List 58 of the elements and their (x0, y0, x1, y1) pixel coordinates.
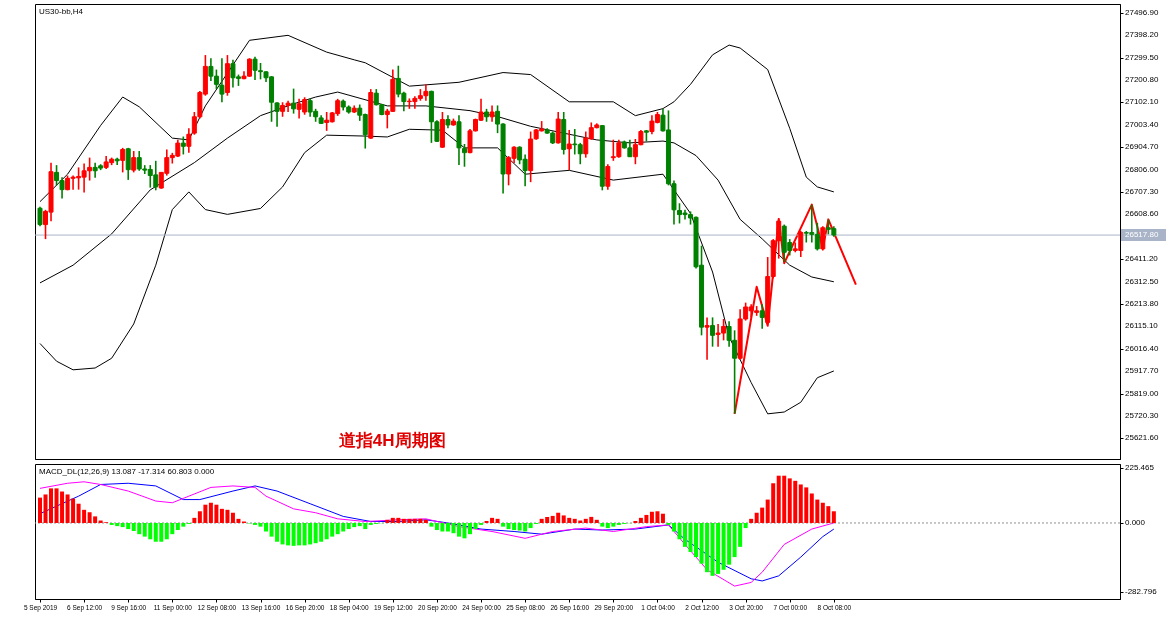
y-tick-label: 0.000 (1125, 517, 1146, 527)
y-tick-label: 26213.80 (1125, 299, 1159, 309)
candlestick (131, 150, 137, 174)
bar (385, 519, 390, 523)
candlestick (125, 147, 131, 181)
candlestick (219, 57, 225, 104)
bar (429, 522, 434, 527)
candlestick (291, 87, 297, 115)
candlestick (710, 316, 716, 348)
text: US30-bb,H4 (39, 7, 84, 16)
bar (468, 522, 472, 535)
bar (501, 522, 506, 527)
bar (594, 519, 599, 523)
y-tick-label: 27200.80 (1125, 75, 1159, 85)
y-tick-label: 27299.50 (1125, 52, 1159, 62)
y-tick-label: 26411.20 (1125, 254, 1159, 264)
y-tick-label: 26016.40 (1125, 343, 1159, 353)
y-tick-label: 25917.70 (1125, 366, 1159, 376)
candlestick (820, 225, 826, 252)
y-tick-label: 27102.10 (1125, 97, 1159, 107)
y-tick-label: 25621.60 (1125, 433, 1159, 443)
y-tick-label: -282.796 (1125, 586, 1158, 596)
line-series (39, 34, 835, 203)
candlestick (704, 316, 710, 361)
line-series (733, 203, 857, 415)
y-tick-label: 26115.10 (1125, 321, 1159, 331)
bar (831, 511, 836, 523)
bar (743, 522, 748, 529)
y-tick-label: 25819.00 (1125, 388, 1159, 398)
bar (749, 518, 754, 523)
bar (683, 522, 687, 547)
bar (423, 519, 428, 523)
candlestick (566, 129, 572, 171)
bar (660, 513, 665, 523)
bar (495, 518, 500, 523)
y-tick-label: 26608.60 (1125, 209, 1159, 219)
candlestick (759, 303, 765, 330)
ref-line-label: 26517.80 (1125, 230, 1159, 240)
y-tick-label: 26312.50 (1125, 276, 1159, 286)
annotation: 道指4H周期图 (338, 431, 446, 450)
candlestick (37, 205, 43, 227)
candlestick (605, 163, 611, 191)
y-tick-label: 26707.30 (1125, 187, 1159, 197)
y-tick-label: 27003.40 (1125, 119, 1159, 129)
y-tick-label: 25720.30 (1125, 411, 1159, 421)
bar (192, 517, 197, 523)
y-tick-label: 26904.70 (1125, 142, 1159, 152)
bar (38, 497, 42, 523)
y-tick-label: 225.465 (1125, 463, 1155, 473)
y-tick-label: 27496.90 (1125, 7, 1159, 17)
candlestick (555, 111, 561, 145)
candlestick (120, 147, 126, 174)
y-tick-label: 26806.00 (1125, 164, 1159, 174)
y-tick-label: 27398.20 (1125, 30, 1159, 40)
chart-title: MACD_DL(12,26,9) 13.087 -17.314 60.803 0.000 (39, 467, 215, 476)
bar (600, 522, 605, 527)
candlestick (186, 127, 192, 154)
line-series (39, 91, 835, 284)
